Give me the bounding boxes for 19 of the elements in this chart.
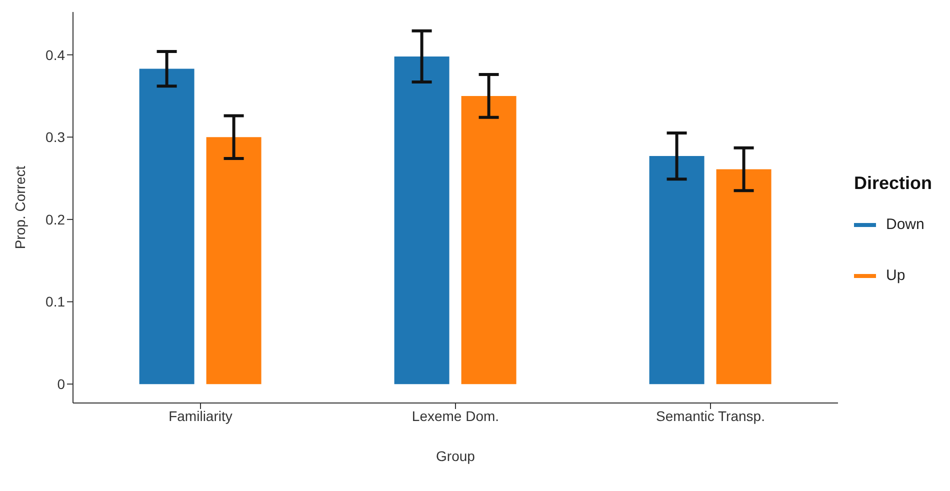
- y-tick-label: 0.2: [46, 211, 66, 228]
- bar: [139, 68, 194, 384]
- x-axis-title: Group: [436, 448, 476, 464]
- y-tick-label: 0: [57, 376, 66, 392]
- bar: [394, 56, 450, 384]
- legend-label: Up: [886, 267, 906, 284]
- x-tick-label: Familiarity: [168, 408, 232, 424]
- bar: [649, 156, 704, 384]
- legend-label: Down: [886, 216, 924, 233]
- y-axis-title: Prop. Correct: [12, 166, 28, 250]
- y-tick-label: 0.1: [46, 294, 66, 310]
- y-tick-label: 0.3: [46, 129, 66, 146]
- bar: [461, 96, 516, 384]
- bar: [716, 169, 772, 384]
- x-tick-label: Semantic Transp.: [656, 408, 765, 424]
- y-tick-label: 0.4: [46, 46, 66, 63]
- legend-title: Direction: [854, 173, 932, 194]
- x-tick-label: Lexeme Dom.: [412, 408, 500, 424]
- bar: [206, 137, 262, 384]
